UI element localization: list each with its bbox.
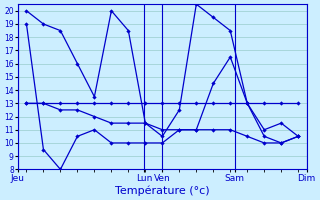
X-axis label: Température (°c): Température (°c) — [115, 185, 210, 196]
